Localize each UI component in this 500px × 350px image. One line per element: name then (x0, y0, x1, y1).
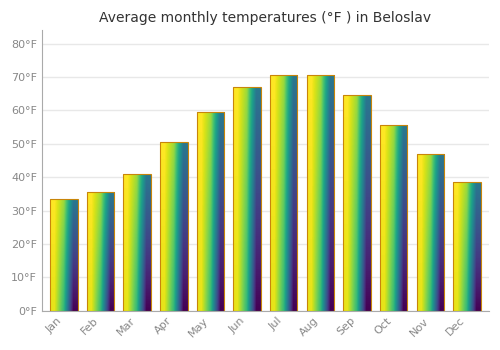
Bar (124, 174, 151, 310)
Bar (344, 96, 370, 310)
Bar (416, 154, 444, 310)
Title: Average monthly temperatures (°F ) in Beloslav: Average monthly temperatures (°F ) in Be… (100, 11, 431, 25)
Bar (234, 87, 261, 310)
Bar (453, 182, 480, 310)
Bar (270, 76, 297, 310)
Bar (87, 192, 115, 310)
Bar (196, 112, 224, 310)
Bar (160, 142, 188, 310)
Bar (306, 76, 334, 310)
Bar (50, 199, 78, 310)
Bar (380, 126, 407, 310)
